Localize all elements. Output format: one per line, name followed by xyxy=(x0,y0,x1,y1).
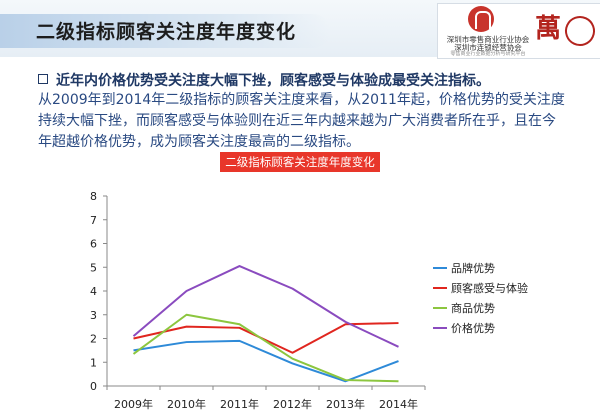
x-tick-label: 2009年 xyxy=(114,397,153,411)
body-line: 持续大幅下挫，而顾客感受与体验则在近三年内越来越为广大消费者所在乎，且在今 xyxy=(38,113,556,129)
association-seal-icon xyxy=(468,6,494,32)
series-line xyxy=(132,265,399,348)
headline-text: 近年内价格优势受关注度大幅下挫，顾客感受与体验成最受关注指标。 xyxy=(56,73,490,89)
body-paragraph: 从2009年到2014年二级指标的顾客关注度来看，从2011年起，价格优势的受关… xyxy=(38,90,574,153)
x-tick-label: 2014年 xyxy=(379,397,418,411)
x-tick-label: 2010年 xyxy=(167,397,206,411)
headline: 近年内价格优势受关注度大幅下挫，顾客感受与体验成最受关注指标。 xyxy=(38,70,490,90)
body-line: 从2009年到2014年二级指标的顾客关注度来看，从2011年起，价格优势的受关… xyxy=(38,92,565,108)
legend-label: 顾客感受与体验 xyxy=(451,281,528,295)
y-tick-label: 6 xyxy=(90,238,97,251)
y-tick-label: 5 xyxy=(90,261,97,274)
legend-label: 品牌优势 xyxy=(451,261,495,275)
series-line xyxy=(132,313,399,383)
x-tick-label: 2011年 xyxy=(220,397,259,411)
chart-title: 二级指标顾客关注度年度变化 xyxy=(220,152,380,172)
body-line: 年超越价格优势，成为顾客关注度最高的二级指标。 xyxy=(38,134,360,150)
legend-label: 价格优势 xyxy=(451,321,495,335)
y-tick-label: 3 xyxy=(90,309,97,322)
page-title: 二级指标顾客关注度年度变化 xyxy=(36,21,297,43)
title-bar xyxy=(0,14,330,48)
brand-logo-char: 萬 xyxy=(535,14,562,44)
y-tick-label: 2 xyxy=(90,333,97,346)
x-tick-label: 2012年 xyxy=(273,397,312,411)
y-tick-label: 4 xyxy=(90,285,97,298)
legend-label: 商品优势 xyxy=(451,301,495,315)
association-name-1: 深圳市零售商业行业协会 xyxy=(446,35,530,44)
y-tick-label: 1 xyxy=(90,356,97,369)
association-name-3: 零售商业行业数据分析与研究平台 xyxy=(450,51,526,57)
series-line xyxy=(133,339,399,383)
association-name-2: 深圳市连锁经营协会 xyxy=(454,43,522,52)
association-logo xyxy=(437,3,600,59)
y-tick-label: 8 xyxy=(90,190,97,203)
bullet-square-icon xyxy=(38,74,48,84)
y-tick-label: 7 xyxy=(90,214,97,227)
x-tick-label: 2013年 xyxy=(326,397,365,411)
y-tick-label: 0 xyxy=(90,380,97,393)
